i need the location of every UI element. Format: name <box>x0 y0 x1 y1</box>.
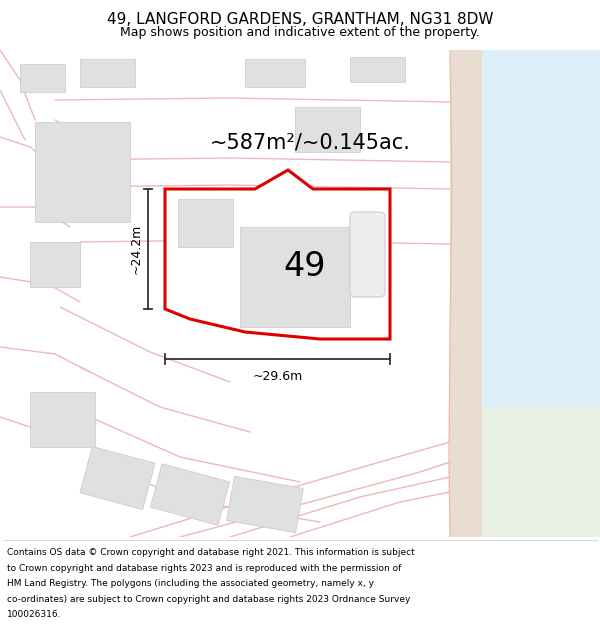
Text: 49, LANGFORD GARDENS, GRANTHAM, NG31 8DW: 49, LANGFORD GARDENS, GRANTHAM, NG31 8DW <box>107 12 493 28</box>
Bar <box>20 64 65 92</box>
Bar <box>178 199 233 247</box>
Bar <box>350 57 405 82</box>
Bar <box>80 59 135 87</box>
Text: ~29.6m: ~29.6m <box>253 371 302 384</box>
Bar <box>227 476 304 532</box>
Bar <box>450 50 482 537</box>
Text: Contains OS data © Crown copyright and database right 2021. This information is : Contains OS data © Crown copyright and d… <box>7 549 415 558</box>
Bar <box>35 122 130 222</box>
Text: ~24.2m: ~24.2m <box>130 224 143 274</box>
Bar <box>480 50 600 537</box>
FancyBboxPatch shape <box>350 212 385 297</box>
Text: to Crown copyright and database rights 2023 and is reproduced with the permissio: to Crown copyright and database rights 2… <box>7 564 401 573</box>
Bar <box>30 242 80 287</box>
Text: Map shows position and indicative extent of the property.: Map shows position and indicative extent… <box>120 26 480 39</box>
Bar <box>30 392 95 447</box>
Bar <box>151 464 230 525</box>
Bar <box>295 107 360 152</box>
Bar <box>480 407 600 537</box>
Bar <box>240 227 350 327</box>
Text: co-ordinates) are subject to Crown copyright and database rights 2023 Ordnance S: co-ordinates) are subject to Crown copyr… <box>7 594 410 604</box>
Text: ~587m²/~0.145ac.: ~587m²/~0.145ac. <box>209 132 410 152</box>
Bar <box>80 446 155 509</box>
Bar <box>245 59 305 87</box>
Text: HM Land Registry. The polygons (including the associated geometry, namely x, y: HM Land Registry. The polygons (includin… <box>7 579 374 588</box>
Polygon shape <box>165 170 390 339</box>
Text: 100026316.: 100026316. <box>7 610 62 619</box>
Text: 49: 49 <box>284 251 326 284</box>
